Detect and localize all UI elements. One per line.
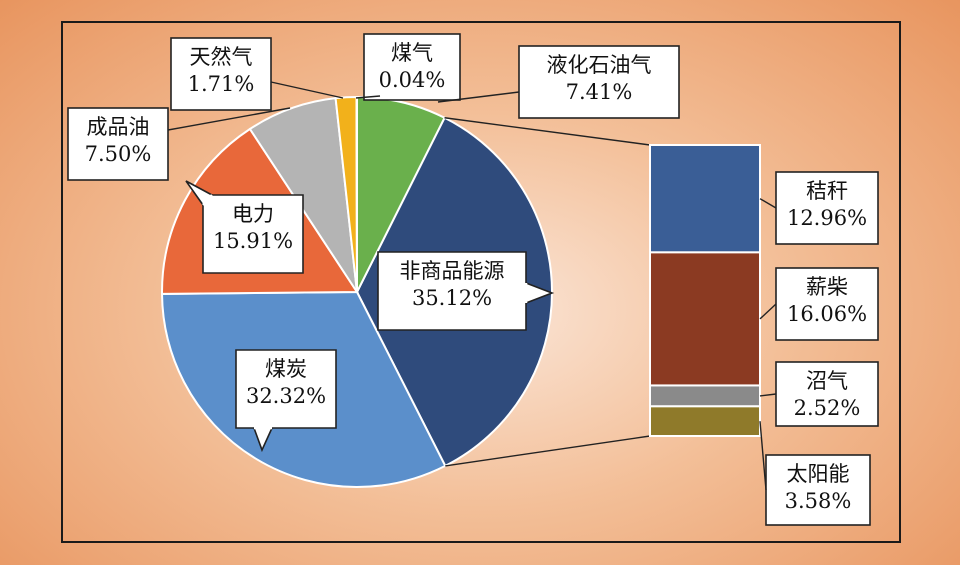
leader-bar-2: [759, 303, 777, 320]
leader-item-5: [355, 95, 381, 99]
label-item-5: 煤气 0.04%: [363, 33, 461, 101]
label-bar-1-box: [775, 171, 879, 245]
label-item-5-value: 0.04%: [379, 68, 446, 92]
bar-segment-2: [649, 251, 761, 387]
label-bar-4: 太阳能 3.58%: [765, 454, 871, 526]
connector-top: [444, 117, 651, 146]
label-item-5-name: 煤气: [391, 41, 433, 65]
label-bar-2-value: 16.06%: [787, 302, 867, 326]
label-bar-4-value: 3.58%: [785, 489, 852, 513]
label-item-0-box: [377, 251, 527, 331]
label-item-3-name: 成品油: [87, 115, 150, 139]
label-bar-3-value: 2.52%: [794, 396, 861, 420]
label-item-0-name: 非商品能源: [400, 259, 505, 283]
label-bar-1-name: 秸秆: [806, 179, 848, 203]
label-item-4: 天然气 1.71%: [170, 37, 272, 111]
label-item-6-name: 液化石油气: [547, 53, 652, 77]
label-item-4-value: 1.71%: [188, 72, 255, 96]
label-item-3-value: 7.50%: [85, 142, 152, 166]
label-item-6-value: 7.41%: [566, 80, 633, 104]
label-item-0: 非商品能源 35.12%: [377, 251, 555, 331]
label-bar-3-box: [775, 361, 879, 427]
label-item-2-name: 电力: [232, 202, 274, 226]
leader-bar-4: [759, 421, 767, 491]
label-bar-1: 秸秆 12.96%: [775, 171, 879, 245]
pie-slice-7: [356, 95, 446, 293]
stacked-bar: [649, 144, 761, 437]
label-item-6: 液化石油气 7.41%: [518, 45, 680, 119]
label-item-1-box: [235, 349, 337, 429]
label-item-0-value: 35.12%: [412, 286, 492, 310]
label-item-2-box: [202, 194, 304, 274]
leader-item-4: [270, 81, 344, 99]
label-bar-2-name: 薪柴: [806, 275, 848, 299]
bar-segment-4: [649, 405, 761, 437]
label-item-1-value: 32.32%: [246, 384, 326, 408]
label-item-6-box: [518, 45, 680, 119]
label-item-2: 电力 15.91%: [185, 180, 304, 274]
label-item-4-box: [170, 37, 272, 111]
plot-frame: [61, 21, 901, 543]
label-item-1: 煤炭 32.32%: [235, 349, 337, 453]
label-bar-2: 薪柴 16.06%: [775, 267, 879, 341]
label-item-2-value: 15.91%: [213, 229, 293, 253]
label-bar-3-name: 沼气: [806, 369, 848, 393]
label-item-2-pointer: [185, 180, 213, 206]
pie-to-bar-connectors: [444, 117, 651, 467]
bar-segment-3: [649, 384, 761, 408]
label-bar-4-name: 太阳能: [787, 462, 850, 486]
label-bar-2-box: [775, 267, 879, 341]
leader-bar-1: [759, 198, 777, 209]
leader-item-6: [437, 91, 520, 103]
data-labels: 非商品能源 35.12% 煤炭 32.32% 电力 15.91% 成品油 7.50% 天然气 1.…: [67, 33, 879, 526]
label-item-2-seam: [202, 194, 213, 206]
label-item-0-pointer: [525, 282, 555, 304]
label-item-4-name: 天然气: [190, 45, 253, 69]
leader-item-3: [167, 107, 291, 131]
label-item-3: 成品油 7.50%: [67, 107, 169, 181]
label-bar-1-value: 12.96%: [787, 206, 867, 230]
label-item-5-box: [363, 33, 461, 101]
label-item-3-box: [67, 107, 169, 181]
connector-bottom: [445, 435, 651, 467]
label-item-1-name: 煤炭: [265, 357, 307, 381]
label-bar-3: 沼气 2.52%: [775, 361, 879, 427]
label-item-1-pointer: [253, 427, 273, 453]
leader-bar-3: [759, 393, 777, 397]
bar-segment-1: [649, 144, 761, 254]
